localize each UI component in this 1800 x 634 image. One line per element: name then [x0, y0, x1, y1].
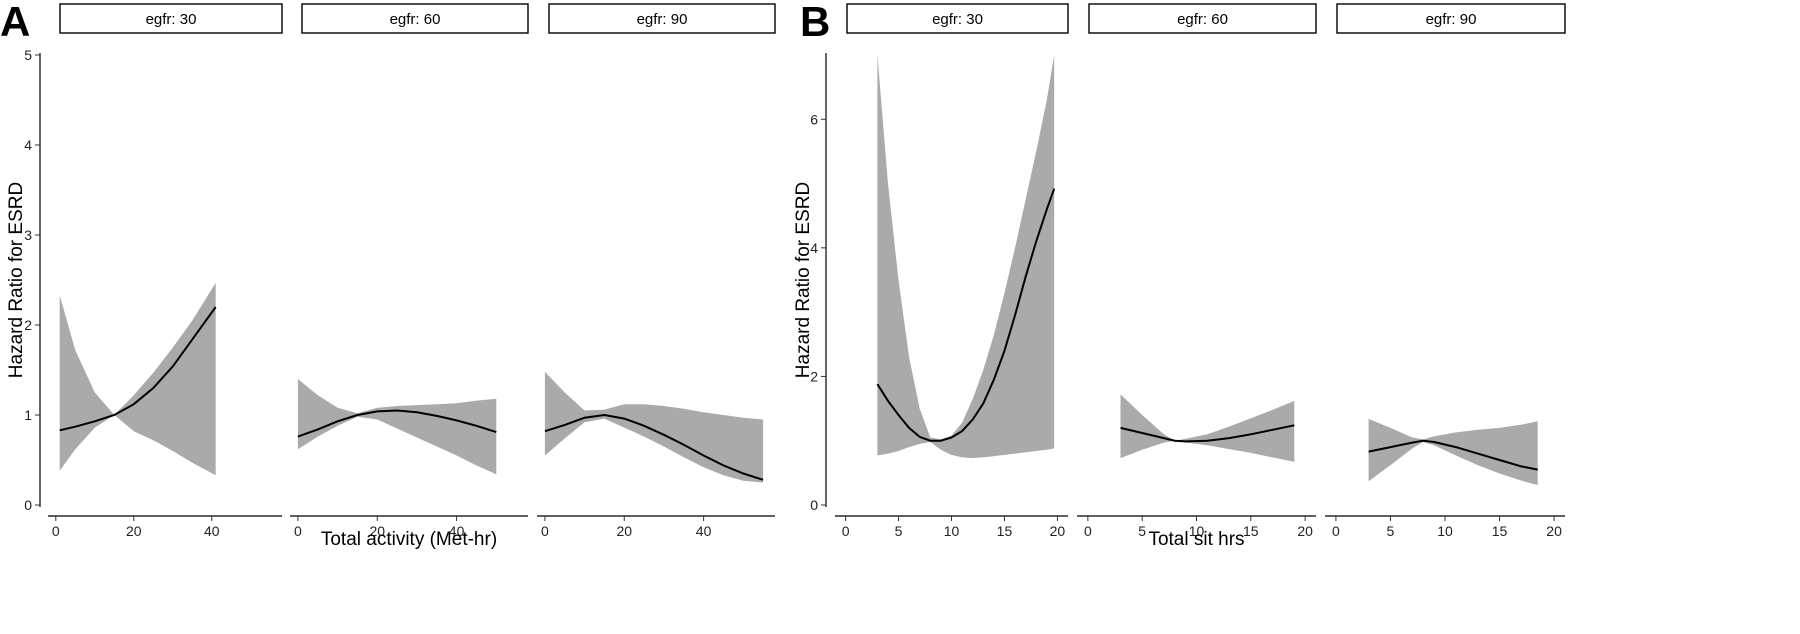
y-axis-title: Hazard Ratio for ESRD: [793, 182, 814, 378]
facet-strip: [301, 3, 529, 34]
facet-strip: [548, 3, 776, 34]
hazard-ratio-line: [544, 413, 764, 481]
x-tick-label: 20: [1050, 523, 1066, 539]
y-tick-label: 4: [24, 137, 32, 153]
y-tick-label: 5: [24, 47, 32, 63]
confidence-band: [544, 371, 764, 483]
facet-strip-label: egfr: 30: [146, 11, 197, 28]
x-tick-label: 15: [1492, 523, 1508, 539]
x-axis-title: Total activity (Met-hr): [321, 529, 497, 550]
facet-strip: [1336, 3, 1566, 34]
panel-label-A: A: [0, 0, 30, 45]
x-tick-label: 10: [1189, 523, 1205, 539]
x-tick-label: 20: [369, 523, 385, 539]
x-tick-label: 15: [1243, 523, 1259, 539]
confidence-band: [297, 379, 497, 475]
facet-strip-label: egfr: 30: [932, 11, 983, 28]
x-tick-label: 10: [944, 523, 960, 539]
x-tick-label: 5: [895, 523, 903, 539]
hazard-ratio-line: [1120, 424, 1295, 443]
hazard-ratio-line: [59, 306, 217, 432]
facet-strip-label: egfr: 60: [1177, 11, 1228, 28]
confidence-band: [59, 282, 216, 476]
y-tick-label: 1: [24, 407, 32, 423]
x-tick-label: 15: [997, 523, 1013, 539]
y-tick-label: 6: [810, 111, 818, 127]
y-tick-label: 2: [24, 317, 32, 333]
facet-strip-label: egfr: 60: [390, 11, 441, 28]
x-tick-label: 20: [1546, 523, 1562, 539]
facet-strip: [846, 3, 1069, 34]
x-tick-label: 5: [1138, 523, 1146, 539]
confidence-band: [1120, 394, 1295, 462]
facet-strip-label: egfr: 90: [637, 11, 688, 28]
hazard-ratio-line: [1368, 439, 1538, 471]
x-tick-label: 40: [696, 523, 712, 539]
x-tick-label: 0: [52, 523, 60, 539]
facet-strip-label: egfr: 90: [1426, 11, 1477, 28]
hazard-ratio-line: [297, 409, 497, 438]
x-tick-label: 0: [842, 523, 850, 539]
x-tick-label: 40: [204, 523, 220, 539]
confidence-band: [877, 55, 1055, 459]
x-tick-label: 0: [1084, 523, 1092, 539]
facet-strip: [59, 3, 283, 34]
x-tick-label: 5: [1387, 523, 1395, 539]
x-tick-label: 20: [616, 523, 632, 539]
y-tick-label: 4: [810, 240, 818, 256]
x-tick-label: 20: [1297, 523, 1313, 539]
x-tick-label: 0: [541, 523, 549, 539]
hazard-ratio-line: [876, 188, 1056, 442]
y-tick-label: 2: [810, 368, 818, 384]
x-tick-label: 0: [1332, 523, 1340, 539]
y-tick-label: 3: [24, 227, 32, 243]
confidence-band: [1368, 418, 1538, 486]
x-tick-label: 10: [1437, 523, 1453, 539]
y-tick-label: 0: [810, 497, 818, 513]
x-tick-label: 20: [126, 523, 142, 539]
x-tick-label: 40: [449, 523, 465, 539]
y-axis-title: Hazard Ratio for ESRD: [6, 182, 27, 378]
x-axis-title: Total sit hrs: [1148, 529, 1244, 550]
facet-strip: [1088, 3, 1317, 34]
panel-label-B: B: [800, 0, 830, 45]
x-tick-label: 0: [294, 523, 302, 539]
y-tick-label: 0: [24, 497, 32, 513]
